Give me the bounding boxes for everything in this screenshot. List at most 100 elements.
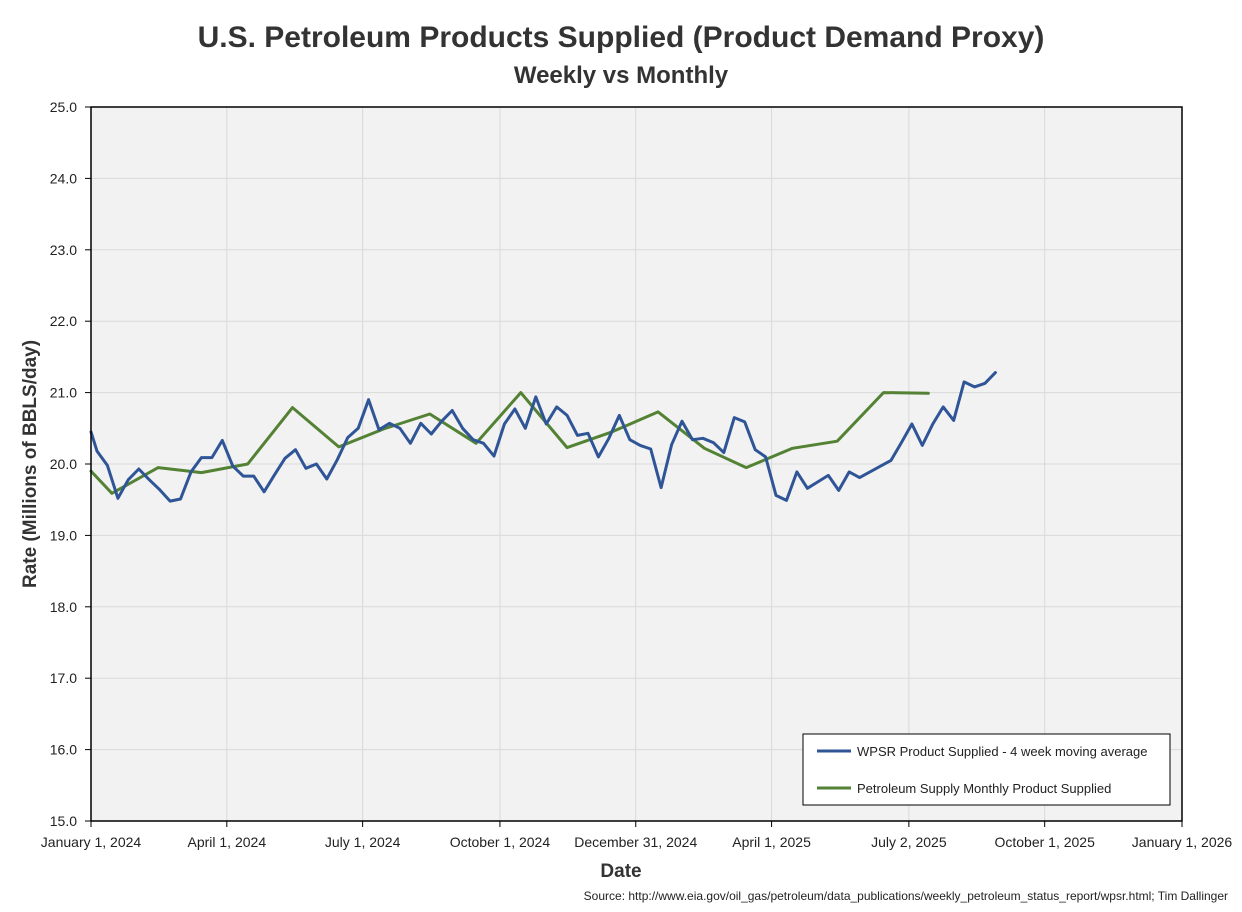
data-point <box>882 391 885 394</box>
data-point <box>921 444 924 447</box>
data-point <box>291 406 294 409</box>
x-tick-label: July 2, 2025 <box>871 834 947 850</box>
data-point <box>973 385 976 389</box>
data-point <box>440 420 443 423</box>
data-point <box>283 457 287 460</box>
data-point <box>639 444 642 447</box>
data-point <box>983 382 987 385</box>
data-point <box>837 489 840 492</box>
y-axis-ticks: 15.0 16.0 17.0 18.0 19.0 20.0 21.0 22.0 23.0 24.0… <box>50 99 91 829</box>
x-tick-label: April 1, 2025 <box>732 834 811 850</box>
data-point <box>785 499 788 502</box>
data-point <box>806 487 809 490</box>
data-point <box>524 427 527 430</box>
data-point <box>137 467 140 471</box>
y-tick-label: 25.0 <box>50 99 77 115</box>
data-point <box>534 395 537 399</box>
data-point <box>503 422 506 426</box>
data-point <box>764 455 767 459</box>
data-point <box>294 448 297 451</box>
y-tick-label: 21.0 <box>50 385 77 401</box>
source-note: Source: http://www.eia.gov/oil_gas/petro… <box>584 889 1228 903</box>
data-point <box>127 478 130 481</box>
data-point <box>377 428 381 431</box>
legend-box <box>802 733 1171 806</box>
data-point <box>157 466 160 469</box>
data-point <box>315 462 318 466</box>
y-tick-label: 15.0 <box>50 813 77 829</box>
data-point <box>927 392 930 395</box>
data-point <box>691 438 694 441</box>
y-tick-label: 20.0 <box>50 456 77 472</box>
data-point <box>252 474 255 478</box>
data-point <box>513 407 517 411</box>
data-point <box>848 470 851 474</box>
data-point <box>795 470 799 474</box>
data-point <box>827 474 830 477</box>
data-point <box>791 447 794 450</box>
data-point <box>931 422 934 426</box>
data-point <box>158 488 161 491</box>
chart-title: U.S. Petroleum Products Supplied (Produc… <box>198 21 1045 54</box>
y-tick-label: 19.0 <box>50 527 77 543</box>
legend: WPSR Product Supplied - 4 week moving av… <box>802 733 1171 806</box>
series-points-psm-monthly <box>89 391 930 495</box>
data-point <box>430 432 433 436</box>
data-point <box>659 486 663 489</box>
data-point <box>858 476 861 479</box>
data-point <box>670 443 673 446</box>
y-tick-label: 17.0 <box>50 670 77 686</box>
data-point <box>816 480 819 484</box>
data-point <box>200 471 203 474</box>
data-point <box>246 462 249 466</box>
data-point <box>900 441 903 444</box>
legend-label-monthly: Petroleum Supply Monthly Product Supplie… <box>857 781 1111 796</box>
data-point <box>304 467 308 470</box>
x-tick-label: January 1, 2024 <box>41 834 142 850</box>
data-point <box>733 416 736 419</box>
series-line-psm-monthly <box>89 391 930 495</box>
data-point <box>519 391 522 394</box>
data-point <box>262 490 266 493</box>
data-point <box>701 437 705 440</box>
data-point <box>952 419 955 422</box>
x-tick-label: April 1, 2024 <box>188 834 267 850</box>
y-tick-label: 24.0 <box>50 170 77 186</box>
series-lines <box>89 371 997 503</box>
data-point <box>712 441 715 444</box>
data-point <box>221 439 224 442</box>
data-point <box>942 405 945 409</box>
data-point <box>586 432 590 435</box>
x-tick-label: December 31, 2024 <box>574 834 697 850</box>
data-point <box>242 474 245 478</box>
data-point <box>618 414 621 417</box>
x-axis-ticks: January 1, 2024 April 1, 2024 July 1, 2024… <box>41 821 1233 850</box>
data-point <box>419 422 422 425</box>
data-point <box>722 451 725 454</box>
data-point <box>607 437 611 440</box>
data-point <box>106 464 109 467</box>
data-point <box>409 442 412 445</box>
data-point <box>492 454 496 458</box>
data-point <box>336 458 339 461</box>
data-point <box>398 427 402 430</box>
chart-subtitle: Weekly vs Monthly <box>514 62 729 89</box>
data-point <box>754 448 757 451</box>
data-point <box>962 380 966 384</box>
data-point <box>189 470 193 474</box>
data-point <box>656 410 660 414</box>
x-tick-label: January 1, 2026 <box>1132 834 1233 850</box>
data-point <box>680 420 684 423</box>
data-point <box>774 494 778 497</box>
x-tick-label: October 1, 2024 <box>450 834 551 850</box>
data-point <box>116 497 120 500</box>
data-point <box>836 440 839 443</box>
data-point <box>388 422 391 425</box>
data-point <box>95 449 99 453</box>
data-point <box>148 478 151 481</box>
data-point <box>994 371 997 374</box>
x-tick-label: October 1, 2025 <box>994 834 1095 850</box>
x-tick-label: July 1, 2024 <box>325 834 401 850</box>
